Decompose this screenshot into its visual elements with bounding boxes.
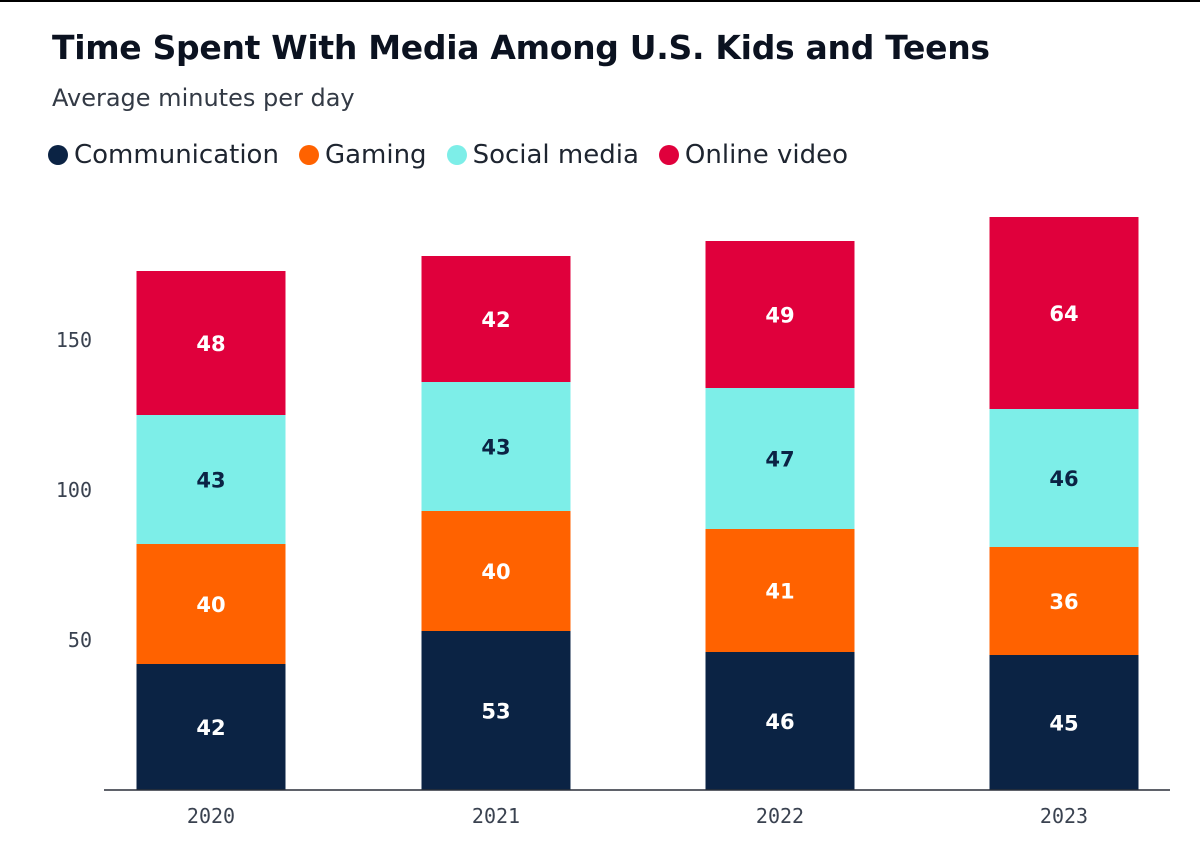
data-label-communication-2020: 42 <box>196 716 225 740</box>
bar-communication-2020 <box>136 664 286 790</box>
data-label-social-media-2022: 47 <box>765 448 794 472</box>
y-tick-label: 50 <box>68 628 92 652</box>
bar-social-media-2021 <box>421 382 571 511</box>
data-label-online-video-2023: 64 <box>1049 302 1078 326</box>
x-tick-label: 2020 <box>187 804 235 828</box>
data-label-social-media-2021: 43 <box>481 436 510 460</box>
data-label-online-video-2021: 42 <box>481 308 510 332</box>
chart-title: Time Spent With Media Among U.S. Kids an… <box>52 28 990 67</box>
bar-online-video-2022 <box>705 241 855 388</box>
data-label-social-media-2023: 46 <box>1049 467 1078 491</box>
bar-online-video-2020 <box>136 271 286 415</box>
y-tick-label: 150 <box>56 328 92 352</box>
data-label-communication-2023: 45 <box>1049 712 1078 736</box>
data-label-gaming-2020: 40 <box>196 593 225 617</box>
legend-label: Communication <box>74 140 279 170</box>
bar-gaming-2021 <box>421 511 571 631</box>
legend-item-communication: Communication <box>48 140 279 170</box>
legend-marker <box>658 145 679 165</box>
legend-label: Social media <box>472 140 639 170</box>
bar-gaming-2022 <box>705 529 855 652</box>
data-label-gaming-2022: 41 <box>765 580 794 604</box>
x-tick-label: 2023 <box>1040 804 1088 828</box>
bar-online-video-2023 <box>989 217 1139 409</box>
data-label-gaming-2023: 36 <box>1049 590 1078 614</box>
legend-item-social-media: Social media <box>446 140 639 170</box>
bar-social-media-2022 <box>705 388 855 529</box>
legend-item-online-video: Online video <box>658 140 849 170</box>
data-label-social-media-2020: 43 <box>196 469 225 493</box>
bar-communication-2022 <box>705 652 855 790</box>
bar-online-video-2021 <box>421 256 571 382</box>
bar-communication-2021 <box>421 631 571 790</box>
legend-item-gaming: Gaming <box>298 140 427 170</box>
bar-social-media-2020 <box>136 415 286 544</box>
legend-label: Online video <box>684 140 849 170</box>
data-label-online-video-2020: 48 <box>196 332 225 356</box>
y-tick-label: 100 <box>56 478 92 502</box>
x-tick-label: 2022 <box>756 804 804 828</box>
chart-legend: Communication Gaming Social media Online vi… <box>48 140 868 170</box>
bar-social-media-2023 <box>989 409 1139 547</box>
data-label-gaming-2021: 40 <box>481 560 510 584</box>
legend-marker <box>298 145 319 165</box>
top-rule <box>0 0 1200 2</box>
chart-subtitle: Average minutes per day <box>52 84 355 112</box>
data-label-online-video-2022: 49 <box>765 304 794 328</box>
legend-marker <box>48 145 68 165</box>
data-label-communication-2022: 46 <box>765 710 794 734</box>
x-tick-label: 2021 <box>472 804 520 828</box>
legend-marker <box>446 145 467 165</box>
bar-communication-2023 <box>989 655 1139 790</box>
bar-gaming-2020 <box>136 544 286 664</box>
data-label-communication-2021: 53 <box>481 700 510 724</box>
legend-label: Gaming <box>324 140 427 170</box>
bar-gaming-2023 <box>989 547 1139 655</box>
